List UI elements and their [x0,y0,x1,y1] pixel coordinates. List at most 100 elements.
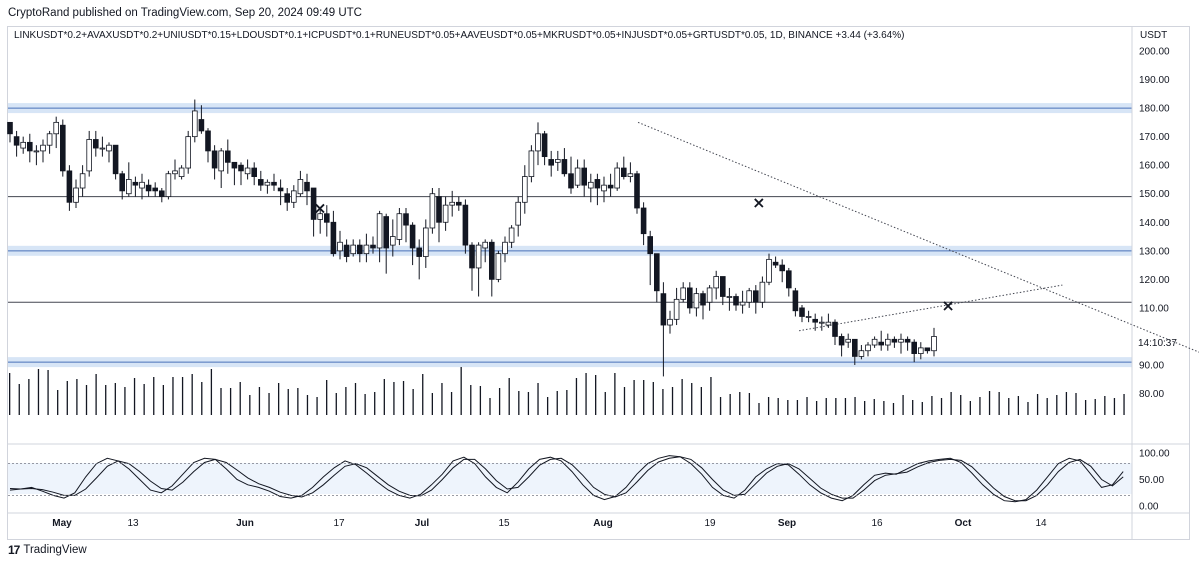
candle-up [191,110,198,138]
price-axis-ticks: 200.00 190.00 180.00 170.00 160.00 150.00 140.… [1139,47,1170,401]
candle-up [126,179,132,195]
candle-up [805,316,812,318]
candle-down [852,338,858,357]
volume-bar [335,393,337,415]
volume-bar [719,397,722,415]
volume-bar [998,392,1000,415]
volume-bar [412,389,414,415]
candle-up [422,227,429,257]
candle-up [515,201,521,226]
volume-bar [1056,395,1058,415]
volume-bar [988,391,991,415]
candle-down [561,159,568,175]
candle-up [218,150,225,172]
volume-bar [9,373,11,415]
candle-down [772,261,779,266]
candle-down [548,159,554,166]
volume-bar [1104,396,1106,415]
candle-down [660,293,667,326]
candle-down [119,173,126,192]
candle-up [713,276,719,289]
volume-bar [844,398,847,415]
candle-up [739,301,746,306]
candle-up [825,321,832,326]
footer-logo-text: TradingView [23,544,87,556]
volume-bar [729,394,731,415]
candle-up [522,176,528,203]
volume-bar [1075,393,1077,415]
candle-down [60,124,66,172]
volume-bar [181,377,184,415]
candle-down [891,338,898,343]
volume-bar [191,374,193,415]
volume-bar [258,387,261,415]
volume-bar [825,398,827,415]
volume-bar [546,397,549,415]
volume-bar [1036,394,1039,415]
candle-up [264,181,271,186]
candle-up [396,213,403,240]
candle-down [158,190,165,197]
volume-bar [220,388,222,415]
volume-bar [201,382,203,415]
candles [7,99,937,377]
volume-bar [835,398,837,415]
volume-bar [153,377,155,415]
cross-marker: × [941,296,954,315]
price-tick: 120.00 [1139,275,1170,286]
volume-bar [479,386,482,415]
candle-up [845,338,851,343]
volume-bar [508,378,510,415]
candle-down [238,164,244,172]
volume-bar [431,393,434,415]
candle-down [271,181,277,186]
candle-down [607,184,614,189]
volume-bar [979,397,981,415]
volume-bar [374,392,376,415]
volume-bar [700,387,702,415]
axes [8,27,1190,539]
candle-down [469,244,475,269]
candle-up [185,136,192,169]
candle-up [139,181,145,189]
trendlines [637,121,1199,353]
volume-bar [383,379,385,415]
volume-bar [1113,398,1116,415]
time-tick: 14 [1035,518,1047,529]
candle-up [389,236,396,246]
candle-up [350,244,356,255]
price-tick: 90.00 [1139,361,1164,372]
volume-bar [162,385,165,415]
candle-up [680,287,686,300]
candle-down [541,133,548,158]
candle-up [555,159,561,163]
candle-up [376,213,383,249]
candle-up [528,150,535,177]
candle-down [733,296,739,306]
candle-down [383,216,389,249]
candle-up [601,184,607,192]
candle-down [779,264,785,272]
candle-up [290,190,297,203]
volume-bar [527,392,530,415]
volume-bar [402,381,405,415]
volume-bar [1027,402,1029,415]
candle-down [753,290,759,303]
price-tick: 170.00 [1139,132,1170,143]
volume-bar [854,397,856,415]
candle-down [370,244,376,249]
volume-bar [239,382,241,415]
candle-down [436,196,442,223]
volume-bar [105,385,107,415]
candle-down [640,207,647,235]
volume-bar [76,379,78,415]
candle-up [746,290,752,303]
time-tick: 16 [871,518,883,529]
candle-down [13,136,20,146]
volume-bar [777,398,779,415]
time-axis-ticks: May 13 Jun 17 Jul 15 Aug 19 Sep 16 Oct 14 [52,518,1047,529]
candle-up [79,173,86,189]
candle-up [73,187,79,203]
candle-up [574,167,581,186]
